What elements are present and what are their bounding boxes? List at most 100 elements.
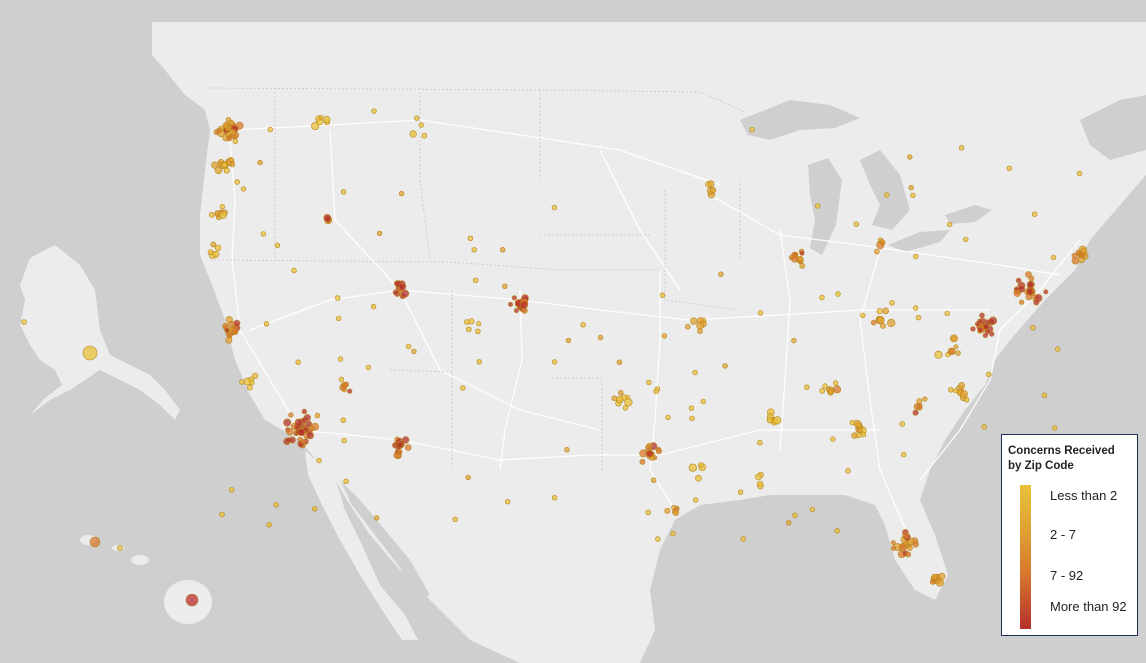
- concern-point: [692, 369, 698, 376]
- concern-point: [311, 122, 320, 131]
- concern-point: [645, 444, 652, 451]
- concern-point: [239, 379, 245, 385]
- concern-point: [476, 359, 482, 365]
- boundaries: [209, 87, 746, 470]
- concern-point: [905, 551, 912, 558]
- concern-point: [232, 138, 239, 145]
- concern-point: [376, 230, 383, 237]
- concern-point: [226, 135, 233, 142]
- land-alaska: [20, 245, 180, 420]
- concern-point: [616, 395, 624, 404]
- concern-point: [876, 241, 885, 250]
- concern-point: [460, 385, 466, 391]
- concern-point: [655, 536, 661, 542]
- concern-point: [718, 271, 724, 277]
- concern-point: [890, 545, 897, 551]
- concern-point: [229, 161, 236, 168]
- concern-point: [82, 345, 98, 361]
- concern-point: [224, 327, 230, 333]
- concern-point: [757, 440, 763, 446]
- concern-point: [955, 350, 961, 356]
- concern-point: [849, 419, 855, 426]
- concern-point: [749, 126, 755, 133]
- concern-point: [822, 383, 828, 389]
- concern-point: [912, 541, 919, 548]
- gulf-st-lawrence: [1080, 95, 1146, 160]
- concern-point: [117, 545, 123, 551]
- concern-point: [1026, 280, 1034, 288]
- concern-point: [398, 190, 405, 197]
- concern-point: [690, 317, 698, 325]
- legend-label-high: 7 - 92: [1050, 568, 1084, 583]
- concern-points: [21, 108, 1089, 607]
- concern-point: [214, 244, 222, 252]
- concern-point: [405, 343, 412, 350]
- concern-point: [398, 282, 407, 291]
- concern-point: [340, 189, 347, 195]
- concern-point: [616, 359, 623, 365]
- concern-point: [504, 499, 511, 505]
- concern-point: [756, 480, 764, 487]
- concern-point: [792, 512, 798, 518]
- concern-point: [799, 250, 805, 256]
- concern-point: [343, 381, 350, 388]
- concern-point: [830, 436, 836, 442]
- concern-point: [314, 412, 321, 419]
- concern-point: [266, 522, 272, 528]
- concern-point: [950, 334, 958, 343]
- concern-point: [580, 322, 586, 328]
- concern-point: [977, 326, 984, 333]
- concern-point: [853, 419, 861, 428]
- concern-point: [471, 247, 477, 253]
- concern-point: [297, 428, 306, 437]
- concern-point: [273, 502, 279, 508]
- concern-point: [958, 382, 965, 389]
- concern-point: [185, 593, 199, 607]
- concern-point: [988, 316, 998, 325]
- concern-point: [797, 255, 804, 262]
- concern-point: [1006, 165, 1012, 172]
- concern-point: [323, 213, 332, 222]
- concern-point: [316, 118, 324, 126]
- concern-point: [303, 414, 311, 422]
- concern-point: [835, 291, 841, 297]
- concern-point: [288, 436, 296, 444]
- concern-point: [963, 236, 969, 243]
- concern-point: [1051, 425, 1058, 431]
- concern-point: [709, 187, 717, 194]
- concern-point: [874, 248, 880, 255]
- concern-point: [225, 336, 233, 344]
- concern-point: [946, 221, 953, 228]
- concern-point: [520, 300, 529, 309]
- concern-point: [464, 319, 470, 325]
- concern-point: [979, 312, 985, 319]
- concern-point: [988, 331, 995, 337]
- concern-point: [799, 262, 806, 269]
- concern-point: [337, 356, 344, 362]
- concern-point: [374, 515, 380, 521]
- legend-title-line2: by Zip Code: [1008, 460, 1074, 472]
- concern-point: [791, 337, 797, 344]
- concern-point: [935, 578, 944, 587]
- concern-point: [665, 414, 671, 421]
- concern-point: [737, 489, 744, 495]
- concern-point: [685, 324, 691, 330]
- concern-point: [963, 397, 970, 403]
- concern-point: [1026, 288, 1034, 296]
- concern-point: [465, 474, 471, 481]
- concern-point: [982, 323, 989, 330]
- concern-point: [551, 204, 558, 211]
- concern-point: [243, 377, 252, 386]
- concern-point: [907, 154, 913, 160]
- concern-point: [889, 300, 895, 306]
- concern-point: [659, 292, 666, 298]
- concern-point: [1071, 252, 1078, 259]
- concern-point: [929, 578, 936, 585]
- concern-point: [860, 312, 866, 319]
- concern-point: [347, 388, 353, 394]
- concern-point: [411, 348, 417, 355]
- concern-point: [646, 379, 652, 386]
- concern-point: [931, 573, 938, 580]
- concern-point: [870, 319, 877, 326]
